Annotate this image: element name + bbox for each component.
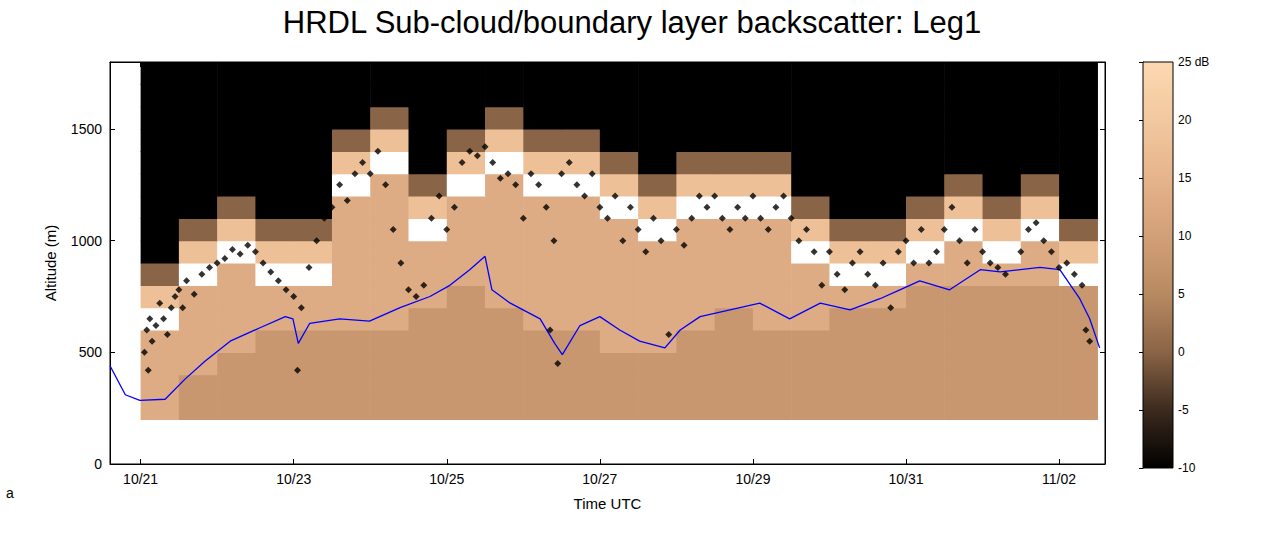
svg-text:20: 20 bbox=[1178, 113, 1192, 127]
svg-text:10: 10 bbox=[1178, 229, 1192, 243]
svg-text:Time UTC: Time UTC bbox=[574, 495, 642, 512]
svg-text:0: 0 bbox=[1178, 345, 1185, 359]
svg-text:10/25: 10/25 bbox=[429, 471, 464, 487]
svg-text:HRDL Sub-cloud/boundary layer: HRDL Sub-cloud/boundary layer backscatte… bbox=[283, 5, 981, 40]
svg-text:10/31: 10/31 bbox=[888, 471, 923, 487]
svg-text:10/29: 10/29 bbox=[735, 471, 770, 487]
svg-text:10/23: 10/23 bbox=[276, 471, 311, 487]
svg-text:-10: -10 bbox=[1178, 461, 1196, 475]
svg-text:1000: 1000 bbox=[71, 233, 102, 249]
svg-text:a: a bbox=[6, 485, 14, 501]
svg-text:0: 0 bbox=[94, 456, 102, 472]
svg-text:500: 500 bbox=[79, 344, 103, 360]
svg-text:15: 15 bbox=[1178, 171, 1192, 185]
svg-text:10/21: 10/21 bbox=[123, 471, 158, 487]
svg-text:1500: 1500 bbox=[71, 121, 102, 137]
svg-text:Altitude (m): Altitude (m) bbox=[42, 225, 59, 302]
svg-text:5: 5 bbox=[1178, 287, 1185, 301]
svg-text:25 dB: 25 dB bbox=[1178, 55, 1209, 69]
svg-text:-5: -5 bbox=[1178, 403, 1189, 417]
svg-text:11/02: 11/02 bbox=[1042, 471, 1076, 487]
svg-text:10/27: 10/27 bbox=[582, 471, 617, 487]
